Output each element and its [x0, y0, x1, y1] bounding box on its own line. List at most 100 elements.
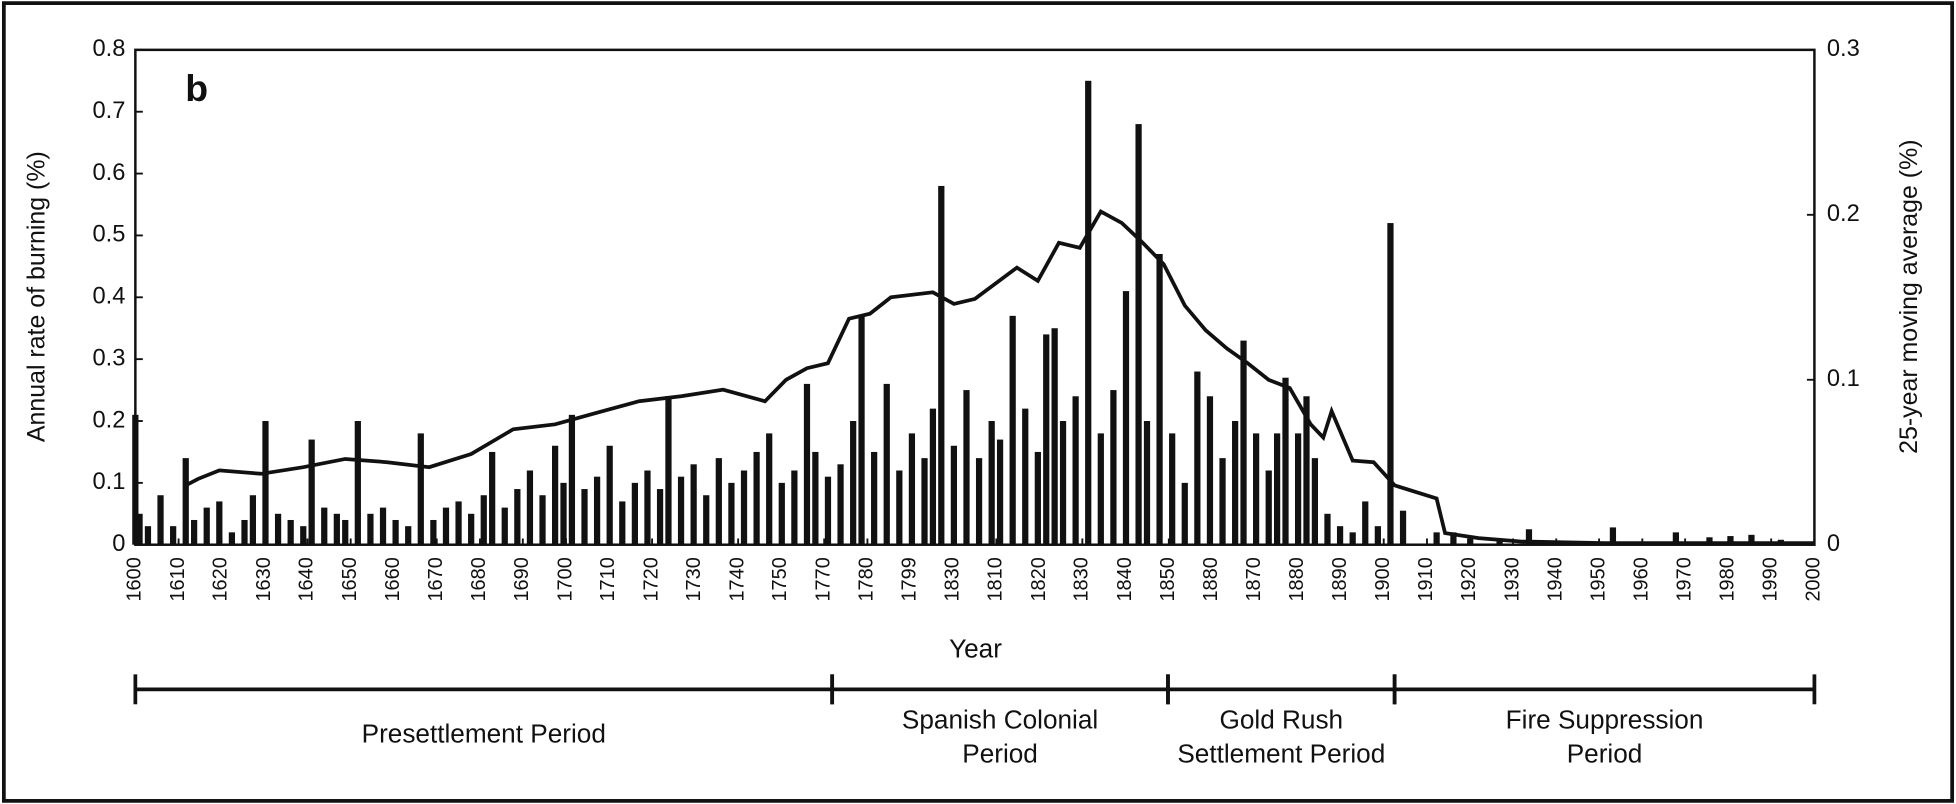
bar — [1156, 253, 1163, 545]
y-tick-label: 0.1 — [92, 469, 125, 495]
bar — [929, 408, 937, 545]
x-tick-label: 1650 — [339, 557, 361, 601]
bar — [656, 489, 664, 545]
bar — [665, 396, 672, 545]
bar — [274, 513, 282, 545]
y2-tick-label: 0.2 — [1827, 201, 1860, 227]
x-tick-label: 1710 — [597, 557, 619, 601]
bar — [690, 464, 697, 545]
x-tick-label: 1680 — [468, 557, 490, 601]
x-tick-label: 1770 — [812, 557, 834, 601]
bar — [1194, 371, 1201, 545]
period-label: Spanish Colonial — [902, 705, 1098, 735]
bar — [379, 507, 387, 545]
x-tick-label: 1810 — [985, 557, 1007, 601]
bar — [1294, 433, 1302, 545]
bar — [568, 414, 576, 545]
y2-tick-label: 0.3 — [1827, 36, 1860, 62]
x-tick-label: 1740 — [726, 557, 748, 601]
bar — [455, 501, 462, 545]
y-tick-label: 0.4 — [92, 284, 125, 310]
x-tick-label: 1980 — [1717, 557, 1739, 601]
x-tick-label: 1730 — [683, 557, 705, 601]
x-tick-label: 1750 — [769, 557, 791, 601]
x-tick-label: 1840 — [1114, 557, 1136, 601]
bar — [644, 470, 651, 545]
x-tick-label: 1940 — [1545, 557, 1567, 601]
x-tick-label: 1620 — [210, 557, 232, 601]
bar — [1110, 390, 1117, 545]
bar — [1450, 532, 1457, 545]
bar — [1387, 223, 1394, 545]
bar — [1374, 526, 1381, 545]
x-tick-label: 1890 — [1329, 557, 1351, 601]
bar — [996, 439, 1004, 545]
x-tick-label: 1720 — [640, 557, 662, 601]
y-tick-label: 0.8 — [92, 36, 125, 62]
bar — [728, 482, 735, 545]
x-tick-label: 1900 — [1372, 557, 1394, 601]
bar — [1324, 513, 1331, 545]
bar — [858, 315, 865, 545]
bar — [1135, 124, 1142, 545]
bar — [241, 519, 248, 545]
x-tick-label: 2000 — [1803, 557, 1825, 601]
x-tick-label: 1970 — [1673, 557, 1695, 601]
bar — [203, 507, 210, 545]
bar — [593, 476, 601, 545]
bar — [480, 495, 487, 545]
bar — [1672, 532, 1680, 545]
x-tick-label: 1960 — [1631, 557, 1653, 601]
bar — [1072, 396, 1079, 545]
bar — [1282, 377, 1289, 545]
bar — [468, 513, 475, 545]
period-label: Period — [1567, 738, 1643, 768]
bar — [1232, 421, 1239, 545]
x-tick-label: 1690 — [511, 557, 533, 601]
bar — [938, 185, 945, 545]
x-tick-label: 1610 — [167, 557, 189, 601]
bar — [766, 433, 773, 545]
bar — [1311, 458, 1319, 545]
bar — [1009, 315, 1016, 545]
bar — [1034, 451, 1041, 545]
bar — [1043, 334, 1050, 545]
x-tick-label: 1880 — [1200, 557, 1222, 601]
x-tick-label: 1600 — [124, 557, 146, 601]
x-tick-label: 1910 — [1415, 557, 1437, 601]
bar — [606, 445, 613, 545]
bar — [552, 445, 559, 545]
bar — [1336, 526, 1344, 545]
x-tick-label: 1850 — [1157, 557, 1179, 601]
bar — [812, 451, 819, 545]
bar — [1727, 536, 1734, 545]
bar — [1206, 396, 1214, 545]
period-label: Settlement Period — [1177, 738, 1385, 768]
bar — [950, 445, 958, 545]
bar — [1525, 529, 1533, 545]
moving-average-line — [184, 209, 1815, 545]
bar — [883, 383, 890, 545]
y-tick-label: 0.7 — [92, 98, 125, 124]
bar — [442, 507, 450, 545]
period-label: Presettlement Period — [362, 718, 606, 748]
bar — [1143, 421, 1151, 545]
x-tick-label: 1660 — [382, 557, 404, 601]
bar — [430, 519, 437, 545]
bar — [367, 513, 374, 545]
bar — [1219, 458, 1226, 545]
y-tick-label: 0.2 — [92, 407, 125, 433]
bar — [778, 482, 785, 545]
bar — [136, 513, 143, 545]
x-tick-label: 1630 — [253, 557, 275, 601]
bar — [677, 476, 685, 545]
bar — [392, 519, 399, 545]
period-label: Fire Suppression — [1506, 705, 1704, 735]
bar — [191, 519, 198, 545]
x-tick-label: 1830 — [942, 557, 964, 601]
bar — [1433, 532, 1440, 545]
x-tick-label: 1830 — [1071, 557, 1093, 601]
bar — [1273, 433, 1281, 545]
x-tick-label: 1870 — [1243, 557, 1265, 601]
